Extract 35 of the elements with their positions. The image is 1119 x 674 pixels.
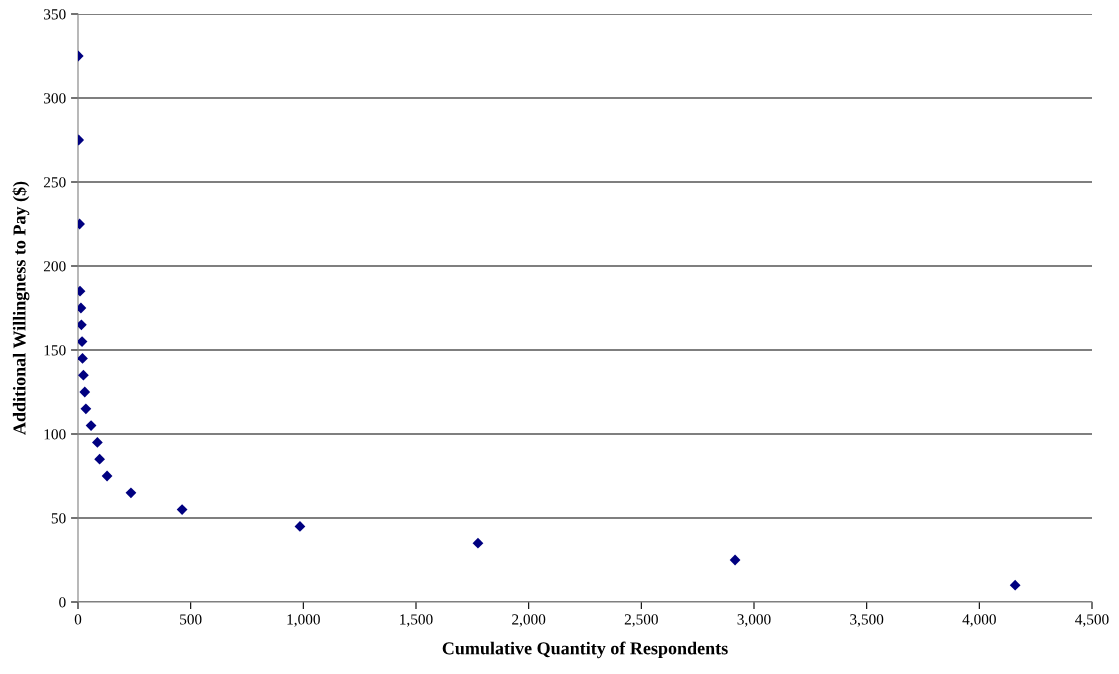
x-tick-label: 0 — [74, 614, 82, 625]
x-tick-label: 2,000 — [512, 614, 546, 627]
point — [729, 554, 741, 566]
y-axis-title: Additional Willingness to Pay ($) — [12, 181, 30, 435]
x-tick-label: 4,000 — [962, 614, 996, 627]
y-tick-label: 100 — [44, 429, 66, 440]
y-tick-label: 50 — [51, 513, 66, 524]
y-tick-label: 300 — [44, 93, 66, 104]
point — [78, 353, 88, 364]
x-tick-label: 3,000 — [737, 614, 771, 627]
x-tick-label: 2,500 — [624, 614, 658, 627]
point — [176, 504, 188, 515]
point — [92, 437, 103, 448]
y-tick-label: 250 — [43, 177, 66, 188]
x-tick-label: 1,500 — [400, 614, 433, 627]
point — [85, 420, 97, 431]
x-tick-label: 1,000 — [287, 614, 320, 627]
point — [125, 487, 137, 499]
point — [94, 453, 106, 465]
point — [294, 521, 306, 532]
x-tick-label: 3,500 — [850, 614, 884, 627]
x-tick-label: 500 — [180, 614, 202, 625]
point — [472, 537, 484, 549]
point — [1009, 579, 1021, 591]
x-axis-title: Cumulative Quantity of Respondents — [442, 641, 728, 659]
point — [79, 386, 91, 398]
y-tick-label: 350 — [44, 9, 66, 20]
point — [80, 403, 92, 415]
y-tick-label: 0 — [59, 597, 66, 608]
y-tick-label: 200 — [43, 261, 66, 272]
y-tick-label: 150 — [44, 345, 66, 356]
x-tick-label: 4,500 — [1075, 614, 1109, 627]
point — [101, 470, 113, 482]
point — [78, 369, 89, 381]
point — [78, 336, 88, 347]
